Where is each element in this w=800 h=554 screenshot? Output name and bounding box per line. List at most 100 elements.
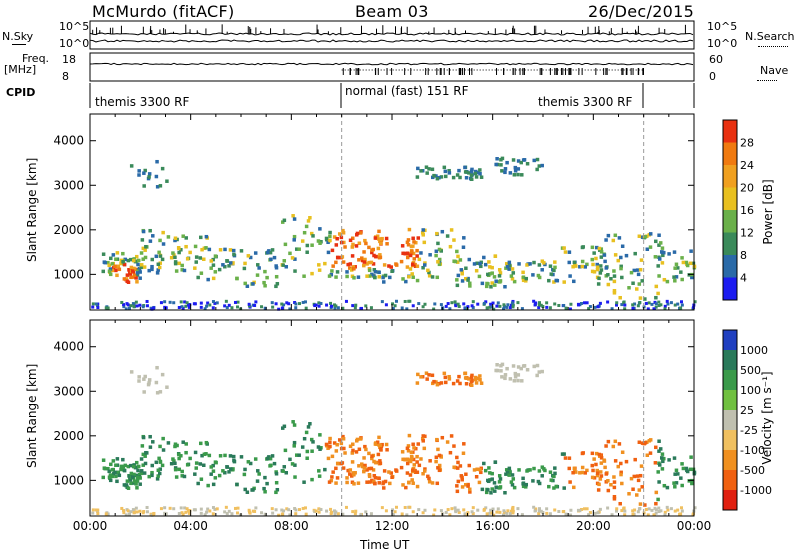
- freq-label: Freq.: [22, 52, 50, 65]
- power-cell: [348, 266, 352, 270]
- power-cell: [187, 305, 191, 309]
- power-cell: [333, 306, 337, 310]
- velocity-cell: [521, 476, 525, 481]
- power-cell: [676, 302, 680, 306]
- velocity-cell: [317, 510, 321, 514]
- velocity-cell: [263, 475, 267, 480]
- velocity-cell: [439, 509, 443, 513]
- velocity-cell: [435, 382, 440, 387]
- velocity-cell: [419, 375, 423, 379]
- velocity-cell: [193, 472, 197, 476]
- power-cell: [287, 302, 291, 306]
- power-cell: [409, 244, 414, 249]
- velocity-cell: [478, 467, 482, 472]
- power-cell: [218, 248, 223, 252]
- velocity-cell: [406, 444, 411, 448]
- power-cell: [455, 173, 460, 177]
- velocity-cell: [410, 455, 414, 460]
- power-cell: [497, 268, 502, 272]
- power-cell: [198, 256, 203, 260]
- power-cell: [160, 257, 165, 262]
- power-cell: [563, 250, 568, 254]
- power-cell: [434, 174, 438, 178]
- velocity-cell: [348, 472, 352, 476]
- velocity-cell: [177, 452, 181, 457]
- power-cell: [679, 306, 683, 310]
- power-cell: [277, 307, 281, 311]
- power-cell: [444, 304, 448, 308]
- velocity-cell: [166, 441, 171, 445]
- velocity-cell: [271, 511, 275, 515]
- velocity-cell: [158, 444, 162, 449]
- velocity-cell: [211, 463, 215, 468]
- velocity-colorbar-tick-label: 1000: [740, 344, 768, 357]
- power-cell: [427, 274, 432, 278]
- power-cell: [455, 283, 460, 288]
- power-cell: [143, 248, 147, 252]
- velocity-cell: [336, 512, 340, 516]
- power-cell: [449, 228, 454, 232]
- power-cell: [239, 249, 244, 253]
- power-cell: [580, 259, 585, 264]
- velocity-cell: [627, 492, 631, 496]
- velocity-cell: [547, 484, 551, 489]
- velocity-cell: [622, 507, 626, 511]
- power-cell: [282, 259, 287, 263]
- power-cell: [640, 235, 645, 239]
- velocity-cell: [452, 465, 456, 469]
- velocity-cell: [449, 434, 454, 438]
- velocity-cell: [512, 485, 517, 490]
- power-cell: [242, 266, 247, 271]
- nsearch-label: N.Search: [745, 30, 795, 43]
- beam-title: Beam 03: [355, 2, 429, 21]
- power-cell: [456, 302, 460, 306]
- velocity-cell: [462, 442, 466, 446]
- velocity-cell: [523, 485, 528, 489]
- velocity-cell: [666, 508, 670, 512]
- power-cell: [156, 262, 161, 267]
- velocity-cell: [147, 378, 152, 382]
- velocity-cell: [522, 364, 527, 368]
- power-cell: [553, 260, 557, 264]
- velocity-cell: [595, 473, 600, 478]
- nsky-label: N.Sky: [2, 30, 34, 43]
- power-cell: [405, 240, 410, 245]
- power-cell: [270, 301, 274, 305]
- velocity-cell: [648, 451, 653, 455]
- velocity-cell: [199, 507, 203, 511]
- velocity-cell: [415, 460, 419, 464]
- power-cell: [489, 302, 493, 306]
- power-cell: [632, 268, 637, 273]
- velocity-cell: [230, 467, 235, 472]
- power-cell: [150, 267, 154, 272]
- velocity-cell: [309, 437, 314, 442]
- power-cell: [636, 272, 641, 277]
- velocity-cell: [104, 512, 108, 516]
- power-cell: [110, 268, 115, 273]
- velocity-cell: [371, 468, 376, 472]
- velocity-cell: [437, 453, 442, 458]
- power-cell: [163, 305, 167, 309]
- power-cell: [328, 230, 332, 235]
- velocity-cell: [435, 481, 440, 486]
- power-cell: [657, 274, 661, 278]
- velocity-cell: [516, 378, 520, 383]
- power-cell: [435, 231, 439, 236]
- velocity-cell: [594, 451, 599, 456]
- power-cell: [606, 233, 611, 238]
- power-cell: [521, 275, 526, 279]
- power-cell: [384, 303, 388, 307]
- power-cell: [160, 166, 165, 171]
- velocity-cell: [232, 458, 236, 463]
- velocity-cell: [394, 469, 399, 473]
- power-cell: [143, 168, 147, 173]
- power-cell: [208, 303, 212, 307]
- power-cell: [388, 275, 392, 280]
- velocity-cell: [129, 370, 134, 374]
- power-cell: [545, 305, 549, 309]
- power-cell: [516, 172, 520, 177]
- power-cell: [650, 302, 654, 306]
- velocity-cell: [132, 481, 136, 485]
- power-cell: [354, 244, 359, 248]
